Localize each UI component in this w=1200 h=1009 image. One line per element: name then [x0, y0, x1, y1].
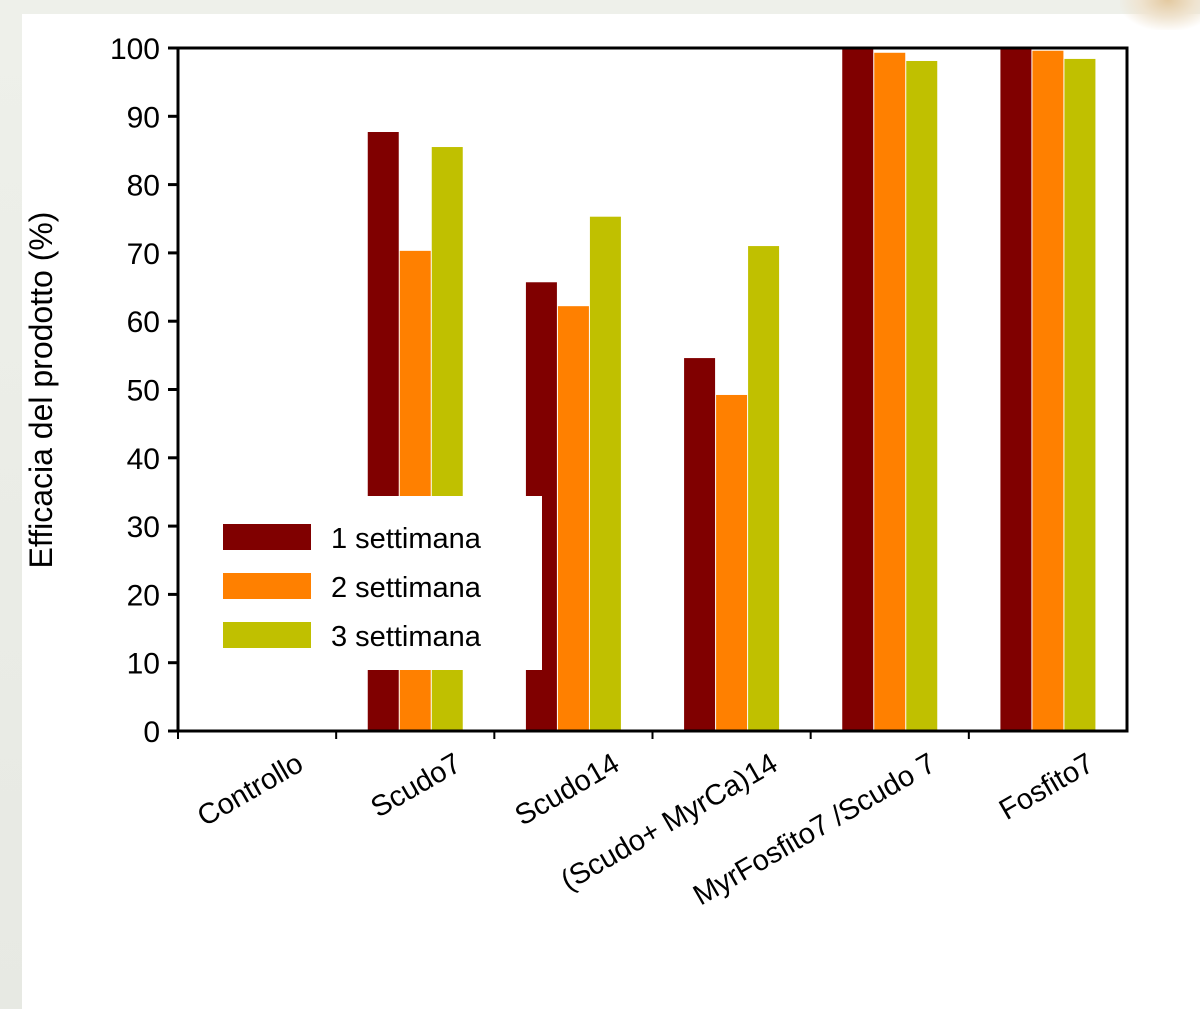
legend-swatch — [223, 573, 311, 599]
y-tick-label: 50 — [127, 375, 160, 408]
y-tick-label: 100 — [110, 33, 160, 66]
bar — [684, 358, 716, 731]
legend-label: 1 settimana — [331, 523, 482, 555]
y-tick-label: 0 — [143, 716, 160, 749]
legend-swatch — [223, 524, 311, 550]
bar — [557, 306, 589, 731]
y-axis: 0 10 20 30 40 50 60 70 80 90 100 — [110, 33, 178, 749]
legend: 1 settimana 2 settimana 3 settimana — [198, 496, 542, 670]
x-axis: Controllo Scudo7 Scudo14(Scudo+ MyrCa)14My… — [177, 731, 1099, 912]
y-tick-label: 10 — [127, 648, 160, 681]
x-tick-label: Fosfito7 — [994, 747, 1099, 826]
y-tick-label: 20 — [127, 579, 160, 612]
y-tick-label: 60 — [127, 306, 160, 339]
legend-swatch — [223, 622, 311, 648]
y-tick-label: 30 — [127, 511, 160, 544]
y-tick-label: 80 — [127, 170, 160, 203]
legend-label: 2 settimana — [331, 572, 482, 604]
corner-decoration — [1120, 0, 1200, 30]
x-tick-label: Controllo — [192, 747, 309, 833]
bar — [842, 48, 874, 731]
bar — [589, 216, 621, 732]
bar — [1000, 48, 1032, 731]
x-tick-label: Scudo14 — [510, 747, 625, 832]
bar — [716, 394, 748, 731]
y-tick-label: 70 — [127, 238, 160, 271]
y-tick-label: 90 — [127, 101, 160, 134]
y-axis-label: Efficacia del prodotto (%) — [23, 212, 59, 569]
bar — [1064, 58, 1096, 732]
bar — [906, 60, 938, 732]
bar — [1032, 50, 1064, 732]
bar — [874, 52, 906, 731]
bar — [748, 246, 780, 731]
legend-label: 3 settimana — [331, 621, 482, 653]
y-tick-label: 40 — [127, 443, 160, 476]
x-tick-label: Scudo7 — [366, 747, 467, 824]
